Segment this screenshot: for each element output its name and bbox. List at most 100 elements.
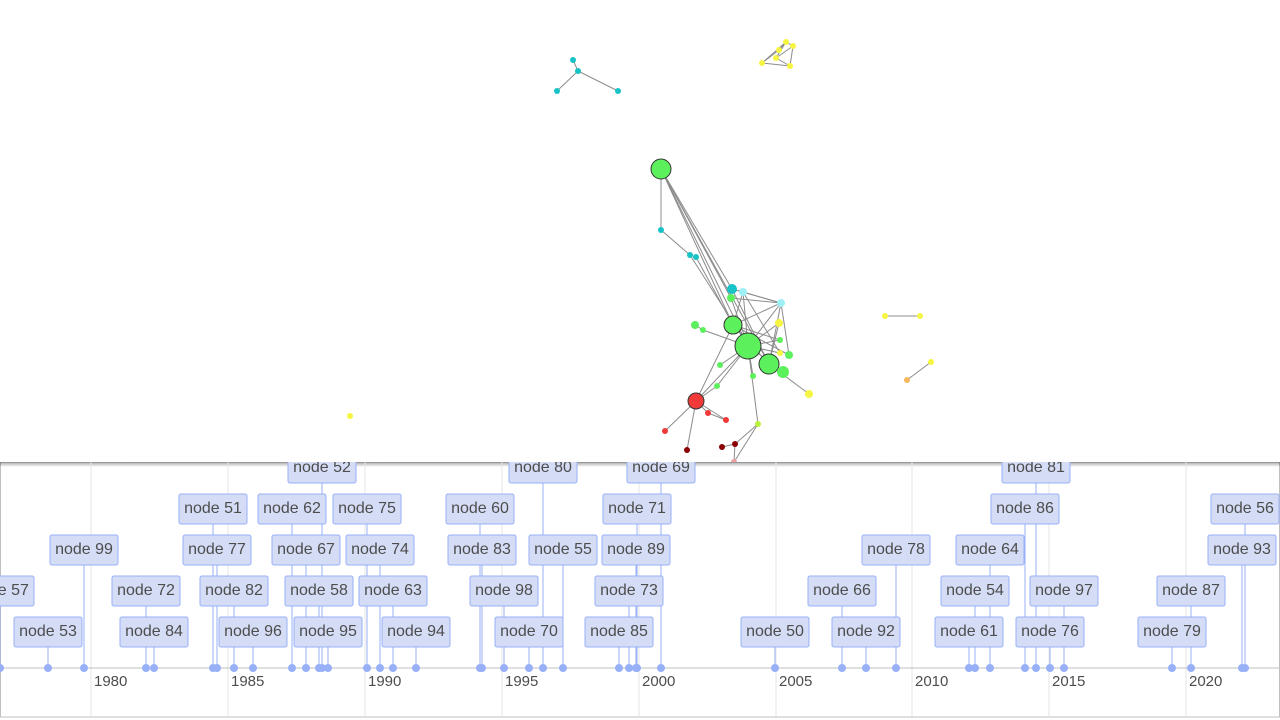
graph-node[interactable] (684, 447, 690, 453)
graph-node[interactable] (734, 332, 762, 360)
item-box[interactable] (1001, 453, 1071, 484)
graph-node[interactable] (790, 43, 796, 49)
item-label[interactable]: node 93 (1213, 541, 1271, 558)
item-box[interactable] (111, 575, 181, 607)
item-label[interactable]: node 83 (453, 541, 511, 558)
item-box[interactable] (940, 575, 1010, 607)
item-label[interactable]: node 82 (205, 582, 263, 599)
item-box[interactable] (332, 493, 402, 525)
item-label[interactable]: node 97 (1035, 582, 1093, 599)
item-label[interactable]: node 95 (299, 623, 357, 640)
item-label[interactable]: node 81 (1007, 459, 1065, 476)
item-box[interactable] (445, 493, 515, 525)
graph-node[interactable] (705, 410, 711, 416)
item-label[interactable]: node 73 (600, 582, 658, 599)
graph-node[interactable] (658, 227, 664, 233)
item-label[interactable]: node 94 (387, 623, 445, 640)
item-box[interactable] (934, 616, 1004, 648)
graph-node[interactable] (776, 47, 782, 53)
graph-node[interactable] (727, 284, 737, 294)
item-label[interactable]: node 84 (125, 623, 183, 640)
graph-node[interactable] (650, 158, 672, 180)
item-box[interactable] (119, 616, 189, 648)
graph-node[interactable] (693, 254, 699, 260)
item-box[interactable] (508, 453, 578, 484)
item-label[interactable]: node 76 (1021, 623, 1079, 640)
item-box[interactable] (1137, 616, 1207, 648)
item-box[interactable] (1207, 534, 1277, 566)
graph-node[interactable] (759, 60, 765, 66)
item-box[interactable] (626, 453, 696, 484)
item-label[interactable]: node 89 (607, 541, 665, 558)
item-box[interactable] (807, 575, 877, 607)
item-label[interactable]: node 54 (946, 582, 1004, 599)
graph-node[interactable] (570, 57, 576, 63)
item-box[interactable] (469, 575, 539, 607)
item-box[interactable] (1015, 616, 1085, 648)
graph-node[interactable] (773, 55, 779, 61)
item-label[interactable]: node 77 (188, 541, 246, 558)
item-box[interactable] (528, 534, 598, 566)
graph-node[interactable] (928, 359, 934, 365)
graph-node[interactable] (717, 362, 723, 368)
item-box[interactable] (257, 493, 327, 525)
item-label[interactable]: node 63 (364, 582, 422, 599)
item-label[interactable]: node 86 (996, 500, 1054, 517)
item-label[interactable]: node 87 (1162, 582, 1220, 599)
item-label[interactable]: node 99 (55, 541, 113, 558)
graph-node[interactable] (805, 390, 813, 398)
item-label[interactable]: node 50 (746, 623, 804, 640)
graph-node[interactable] (755, 421, 761, 427)
item-box[interactable] (49, 534, 119, 566)
item-label[interactable]: node 67 (277, 541, 335, 558)
item-box[interactable] (271, 534, 341, 566)
item-label[interactable]: node 52 (293, 459, 351, 476)
item-label[interactable]: node 69 (632, 459, 690, 476)
item-box[interactable] (345, 534, 415, 566)
graph-node[interactable] (700, 327, 706, 333)
item-label[interactable]: node 57 (0, 582, 29, 599)
graph-node[interactable] (758, 353, 780, 375)
item-label[interactable]: node 58 (290, 582, 348, 599)
item-box[interactable] (861, 534, 931, 566)
graph-node[interactable] (727, 294, 735, 302)
item-box[interactable] (494, 616, 564, 648)
item-label[interactable]: node 61 (940, 623, 998, 640)
graph-node[interactable] (723, 417, 729, 423)
item-box[interactable] (381, 616, 451, 648)
item-label[interactable]: node 96 (224, 623, 282, 640)
item-box[interactable] (447, 534, 517, 566)
item-label[interactable]: node 92 (837, 623, 895, 640)
item-label[interactable]: node 66 (813, 582, 871, 599)
item-box[interactable] (740, 616, 810, 648)
graph-node[interactable] (777, 299, 785, 307)
graph-node[interactable] (775, 319, 783, 327)
graph-node[interactable] (575, 68, 581, 74)
item-label[interactable]: node 71 (608, 500, 666, 517)
item-label[interactable]: node 98 (475, 582, 533, 599)
graph-node[interactable] (719, 444, 725, 450)
graph-node[interactable] (691, 321, 699, 329)
timeline[interactable]: 1980 1985 1990 1995 2000 2005 2010 2015 2020 node… (0, 453, 1280, 718)
graph-node[interactable] (554, 88, 560, 94)
item-box[interactable] (218, 616, 288, 648)
item-box[interactable] (178, 493, 248, 525)
item-label[interactable]: node 62 (263, 500, 321, 517)
item-label[interactable]: node 72 (117, 582, 175, 599)
graph-node[interactable] (777, 350, 783, 356)
item-label[interactable]: node 64 (961, 541, 1019, 558)
graph-node[interactable] (917, 313, 923, 319)
graph-node[interactable] (687, 392, 705, 410)
graph-node[interactable] (687, 252, 693, 258)
item-box[interactable] (182, 534, 252, 566)
graph-node[interactable] (714, 383, 720, 389)
item-box[interactable] (293, 616, 363, 648)
item-label[interactable]: node 60 (451, 500, 509, 517)
graph-node[interactable] (783, 39, 789, 45)
item-box[interactable] (358, 575, 428, 607)
graph-node[interactable] (904, 377, 910, 383)
graph-node[interactable] (615, 88, 621, 94)
network-graph[interactable] (347, 39, 934, 465)
item-box[interactable] (284, 575, 354, 607)
item-box[interactable] (1156, 575, 1226, 607)
